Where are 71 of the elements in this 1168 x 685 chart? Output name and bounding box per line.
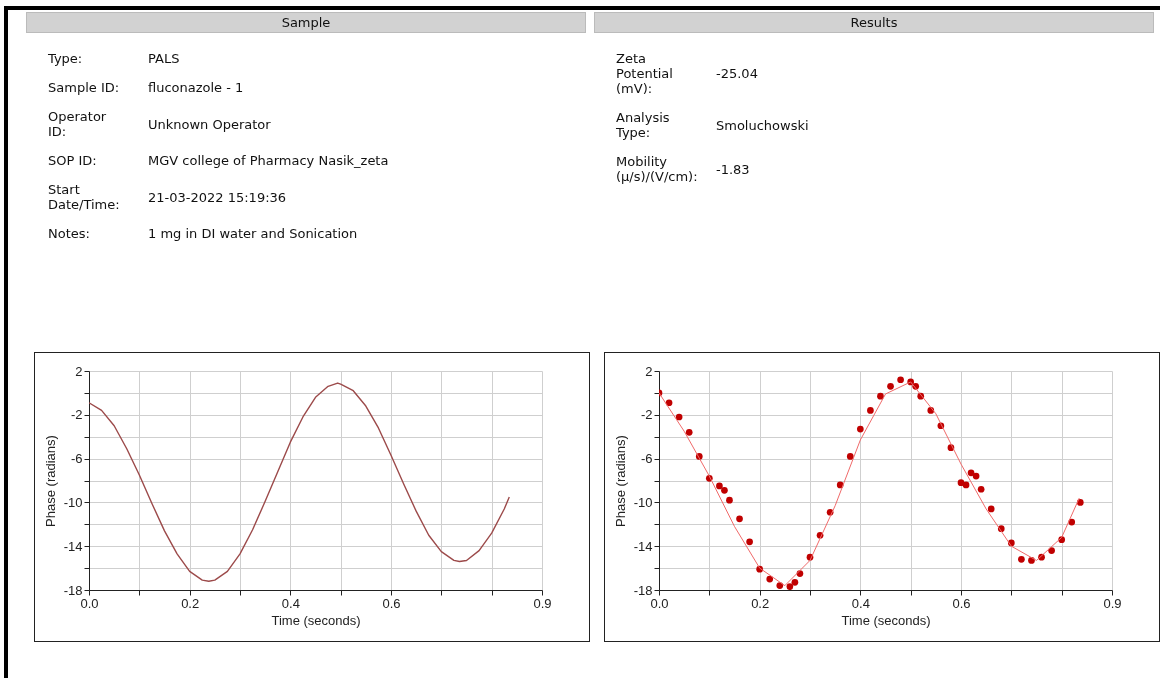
- point: [675, 413, 683, 421]
- text: MGV college of Pharmacy Nasik_zeta: [148, 153, 390, 168]
- point: [897, 376, 904, 384]
- point: [736, 515, 743, 523]
- point: [887, 382, 894, 390]
- x-axis-title: Time (seconds): [841, 612, 931, 628]
- text: Notes:: [48, 226, 91, 241]
- y-tick-label: -6: [640, 451, 653, 467]
- x-tick-label: 0.4: [851, 595, 870, 611]
- point: [867, 407, 874, 414]
- line-series: [89, 382, 510, 582]
- text: Type:: [48, 51, 84, 66]
- x-tick-label: 0.4: [281, 595, 300, 611]
- x-tick-label: 0.9: [1103, 595, 1122, 611]
- text: fluconazole - 1: [148, 80, 245, 95]
- text: Zeta Potential (mV):: [616, 51, 674, 96]
- y-tick-label: -2: [640, 407, 653, 423]
- y-tick-label: -10: [633, 494, 653, 510]
- text: Smoluchowski: [716, 117, 810, 133]
- point: [877, 392, 884, 400]
- point: [967, 469, 975, 477]
- point: [987, 505, 995, 513]
- x-tick-label: 0.2: [751, 595, 770, 611]
- text: Unknown Operator: [148, 116, 272, 132]
- text: Sample: [26, 12, 586, 33]
- text: -1.83: [716, 161, 751, 177]
- point: [726, 496, 733, 504]
- point: [957, 479, 965, 487]
- text: Start Date/Time:: [48, 182, 121, 212]
- point: [977, 485, 985, 493]
- y-axis-title: Phase (radians): [42, 435, 58, 527]
- text: -25.04: [716, 66, 759, 81]
- x-tick-label: 0.6: [952, 595, 971, 611]
- x-tick-label: 0.0: [650, 595, 669, 611]
- x-tick-label: 0.2: [181, 595, 200, 611]
- y-tick-label: -18: [633, 582, 653, 598]
- point: [972, 472, 980, 480]
- text: Operator ID:: [48, 109, 108, 139]
- text: SOP ID:: [48, 153, 98, 168]
- y-tick-label: -6: [70, 451, 83, 467]
- point: [791, 578, 799, 586]
- text: Sample ID:: [48, 80, 121, 95]
- point: [665, 399, 673, 407]
- y-tick-label: -18: [63, 582, 83, 598]
- y-tick-label: -14: [633, 538, 653, 554]
- x-tick-label: 0.6: [382, 595, 401, 611]
- point: [685, 428, 693, 436]
- x-tick-label: 0.0: [80, 595, 99, 611]
- point: [786, 583, 794, 590]
- text: 1 mg in DI water and Sonication: [148, 226, 359, 241]
- text: 21-03-2022 15:19:36: [148, 189, 288, 205]
- point: [846, 453, 854, 460]
- point: [766, 575, 774, 583]
- y-tick-label: 2: [75, 363, 83, 379]
- y-tick-label: 2: [645, 363, 653, 379]
- x-axis-title: Time (seconds): [271, 612, 361, 628]
- point: [721, 487, 728, 494]
- text: PALS: [148, 51, 181, 66]
- point: [1018, 555, 1025, 563]
- y-tick-label: -2: [70, 407, 83, 423]
- point: [856, 425, 864, 433]
- y-tick-label: -14: [63, 538, 83, 554]
- point: [962, 481, 970, 489]
- point: [716, 482, 723, 490]
- text: Mobility (μ/s)/(V/cm):: [616, 154, 698, 184]
- y-tick-label: -10: [63, 494, 83, 510]
- y-axis-title: Phase (radians): [612, 435, 628, 527]
- text: Analysis Type:: [616, 110, 671, 140]
- point: [746, 538, 753, 546]
- text: Results: [594, 12, 1154, 33]
- x-tick-label: 0.9: [533, 595, 552, 611]
